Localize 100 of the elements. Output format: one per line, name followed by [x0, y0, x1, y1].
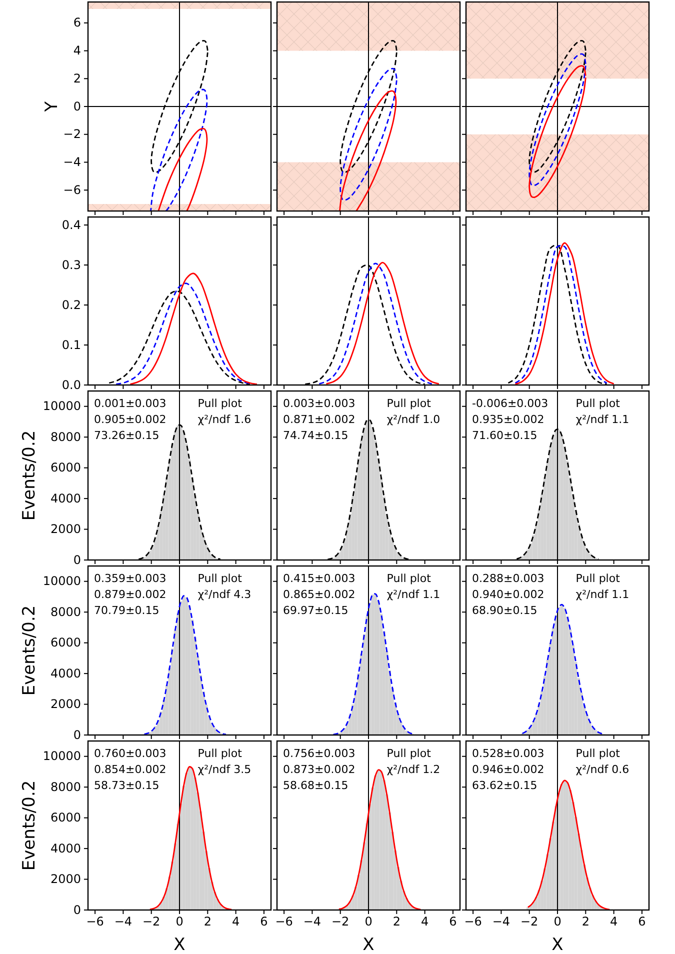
annotation: χ²/ndf 1.0	[386, 413, 440, 426]
y-tick-label: 0	[73, 99, 81, 114]
annotation: Pull plot	[198, 747, 243, 760]
y-tick-label: 0.4	[62, 218, 81, 232]
x-tick-label: 6	[449, 914, 457, 929]
x-tick-label: −4	[303, 914, 322, 929]
annotation: χ²/ndf 1.1	[386, 588, 440, 601]
y-tick-label: 0.3	[62, 258, 81, 272]
annotation: Pull plot	[576, 572, 621, 585]
x-axis-title: X	[362, 935, 375, 954]
annotation: 0.873±0.002	[283, 763, 356, 776]
x-tick-label: 6	[260, 914, 268, 929]
y-axis-title: Y	[42, 100, 62, 113]
y-tick-label: 0	[73, 552, 81, 567]
annotation: χ²/ndf 1.2	[386, 763, 440, 776]
annotation: 71.60±0.15	[472, 429, 538, 442]
annotation: Pull plot	[576, 397, 621, 410]
x-tick-label: 6	[638, 914, 646, 929]
x-tick-label: 0	[176, 914, 184, 929]
annotation: 68.90±0.15	[472, 604, 538, 617]
x-tick-label: −6	[275, 914, 293, 929]
x-axis-title: X	[552, 935, 564, 954]
annotation: 0.946±0.002	[472, 763, 544, 776]
y-tick-label: 4000	[50, 841, 81, 856]
annotation: 0.940±0.002	[472, 588, 544, 601]
y-tick-label: 2000	[50, 697, 81, 712]
annotation: 0.935±0.002	[472, 413, 544, 426]
annotation: 0.359±0.003	[94, 572, 166, 585]
annotation: 0.871±0.002	[283, 413, 356, 426]
y-axis-title: Events/0.2	[20, 780, 40, 871]
annotation: χ²/ndf 1.1	[576, 588, 630, 601]
annotation: χ²/ndf 0.6	[576, 763, 630, 776]
y-tick-label: 8000	[50, 780, 81, 794]
x-tick-label: 0	[364, 914, 372, 929]
annotation: 0.854±0.002	[94, 763, 166, 776]
y-tick-label: 6	[73, 16, 81, 30]
x-tick-label: 0	[554, 914, 562, 929]
y-tick-label: 2000	[50, 522, 81, 536]
x-tick-label: 4	[420, 914, 429, 929]
x-tick-label: 2	[204, 914, 212, 929]
annotation: 58.68±0.15	[283, 779, 348, 792]
annotation: χ²/ndf 1.6	[198, 413, 252, 426]
x-tick-label: −4	[114, 914, 132, 929]
y-tick-label: 0	[73, 902, 81, 917]
y-tick-label: 10000	[42, 399, 81, 414]
y-tick-label: 4000	[50, 666, 81, 680]
y-axis-title: Events/0.2	[20, 605, 40, 696]
x-tick-label: 4	[610, 914, 618, 929]
y-axis-title: Events/0.2	[20, 430, 40, 521]
x-tick-label: −4	[492, 914, 510, 929]
x-tick-label: 2	[582, 914, 590, 929]
x-tick-label: −2	[520, 914, 538, 929]
annotation: Pull plot	[386, 397, 432, 410]
y-tick-label: 8000	[50, 604, 81, 619]
annotation: 0.905±0.002	[94, 413, 166, 426]
annotation: 0.879±0.002	[94, 588, 166, 601]
y-tick-label: 0.1	[62, 338, 81, 352]
y-tick-label: 6000	[50, 460, 81, 475]
annotation: 58.73±0.15	[94, 779, 160, 792]
y-tick-label: −4	[63, 155, 81, 170]
y-tick-label: −2	[63, 127, 81, 142]
annotation: 0.760±0.003	[94, 747, 166, 760]
annotation: 63.62±0.15	[472, 779, 538, 792]
annotation: Pull plot	[386, 747, 432, 760]
annotation: 0.756±0.003	[283, 747, 356, 760]
annotation: 0.001±0.003	[94, 397, 166, 410]
y-tick-label: 8000	[50, 430, 81, 444]
annotation: χ²/ndf 1.1	[576, 413, 630, 426]
annotation: χ²/ndf 4.3	[198, 588, 252, 601]
annotation: 0.528±0.003	[472, 747, 544, 760]
annotation: 69.97±0.15	[283, 604, 348, 617]
y-tick-label: 4000	[50, 491, 81, 506]
y-tick-label: 6000	[50, 810, 81, 825]
x-tick-label: −2	[142, 914, 160, 929]
y-tick-label: −6	[63, 182, 81, 197]
annotation: 70.79±0.15	[94, 604, 160, 617]
y-tick-label: 2000	[50, 872, 81, 886]
y-tick-label: 6000	[50, 636, 81, 650]
annotation: 0.288±0.003	[472, 572, 544, 585]
y-tick-label: 10000	[42, 574, 81, 588]
y-tick-label: 0	[73, 728, 81, 742]
annotation: -0.006±0.003	[472, 397, 548, 410]
annotation: χ²/ndf 3.5	[198, 763, 252, 776]
x-tick-label: −2	[331, 914, 350, 929]
x-axis-title: X	[174, 935, 186, 954]
annotation: 0.003±0.003	[283, 397, 356, 410]
x-tick-label: 4	[232, 914, 240, 929]
annotation: 73.26±0.15	[94, 429, 160, 442]
annotation: Pull plot	[386, 572, 432, 585]
x-tick-label: 2	[392, 914, 400, 929]
y-tick-label: 2	[73, 71, 81, 86]
y-tick-label: 0.0	[62, 378, 81, 392]
annotation: Pull plot	[198, 572, 243, 585]
annotation: 0.415±0.003	[283, 572, 356, 585]
x-tick-label: −6	[464, 914, 482, 929]
annotation: 0.865±0.002	[283, 588, 356, 601]
x-tick-label: −6	[86, 914, 104, 929]
y-tick-label: 0.2	[62, 298, 81, 312]
y-tick-label: 10000	[42, 749, 81, 764]
annotation: 74.74±0.15	[283, 429, 348, 442]
